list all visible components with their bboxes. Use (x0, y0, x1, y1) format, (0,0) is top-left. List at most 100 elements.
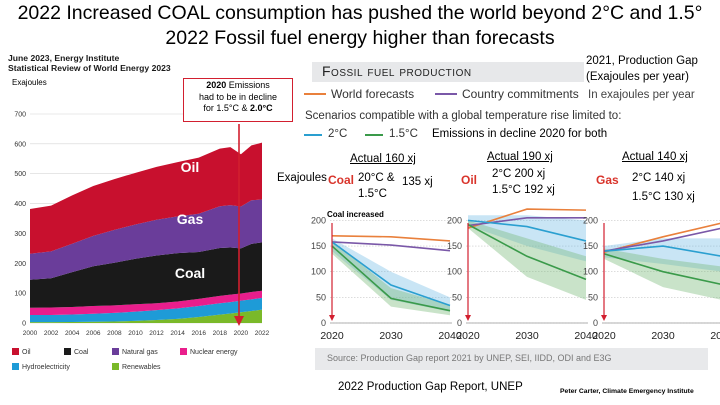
scenario-description: Scenarios compatible with a global tempe… (305, 110, 622, 122)
panel-y-tick: 200 (447, 215, 462, 225)
production-gap-line-2: (Exajoules per year) (586, 71, 689, 83)
line-2c (603, 245, 720, 257)
legend-row-swatches (304, 93, 457, 95)
line-country-commitments (331, 241, 451, 252)
actual-oil-label: Actual 190 xj (487, 151, 553, 163)
production-gap-line-1: 2021, Production Gap (586, 55, 698, 67)
area-x-tick: 2000 (23, 330, 38, 337)
callout-line-3: for 1.5°C & (203, 103, 250, 113)
legend-world-forecasts: World forecasts (331, 87, 415, 101)
bottom-caption: 2022 Production Gap Report, UNEP (338, 381, 523, 393)
band-2c (332, 238, 450, 312)
area-layer-oil (30, 142, 262, 254)
red-2020-arrowhead (465, 315, 471, 321)
left-source-line-1: June 2023, Energy Institute (8, 53, 120, 63)
panel-y-tick: 50 (588, 292, 598, 302)
area-inside-label-oil: Oil (181, 159, 200, 175)
fossil-fuel-header-bar (312, 62, 584, 82)
gas-word: Gas (596, 173, 619, 187)
oil-scenario-chart: 0 50 100 150 200 2020 2030 2040 (447, 208, 598, 342)
source-text: Source: Production Gap report 2021 by UN… (327, 353, 612, 363)
area-x-tick: 2008 (107, 330, 122, 337)
area-x-tick: 2014 (170, 330, 185, 337)
scenario-line-charts: 0 50 100 150 200 2020 2030 2040 0 50 100 150 200 202… (311, 208, 720, 342)
panel-y-tick: 0 (593, 318, 598, 328)
legend-label-natural-gas: Natural gas (122, 349, 158, 356)
legend-swatch-nuclear-energy (180, 348, 187, 355)
area-x-tick: 2018 (213, 330, 228, 337)
panel-x-tick: 2020 (456, 330, 480, 342)
band-15c (604, 248, 720, 300)
legend-swatch-coal (64, 348, 71, 355)
callout-line-3-bold: 2.0°C (250, 103, 273, 113)
legend-swatch-renewables (112, 363, 119, 370)
gas-scenario-note-b: 1.5°C 130 xj (632, 191, 695, 203)
legend-label-hydroelectricity: Hydroelectricity (22, 364, 70, 371)
area-y-tick: 200 (14, 261, 26, 268)
production-gap-line-3: In exajoules per year (588, 89, 695, 101)
panel-x-tick: 2040 (438, 330, 462, 342)
area-layer-nuclear-energy (30, 290, 262, 315)
area-x-tick: 2020 (234, 330, 249, 337)
line-2c (331, 241, 451, 307)
panel-y-tick: 0 (457, 318, 462, 328)
legend-label-renewables: Renewables (122, 364, 161, 371)
legend-label-oil: Oil (22, 349, 31, 356)
slide-title-line-2: 2022 Fossil fuel energy higher than fore… (165, 27, 555, 49)
line-15c (467, 223, 587, 281)
panel-y-tick: 0 (321, 318, 326, 328)
area-y-tick: 0 (22, 321, 26, 328)
slide-title-line-1: 2022 Increased COAL consumption has push… (17, 2, 703, 24)
left-chart-y-unit: Exajoules (12, 78, 47, 87)
legend-swatch-hydroelectricity (12, 363, 19, 370)
area-x-tick: 2006 (86, 330, 101, 337)
legend-country-commitments: Country commitments (462, 87, 579, 101)
area-x-tick: 2002 (44, 330, 59, 337)
callout-arrow-head (234, 316, 244, 326)
panel-y-tick: 200 (311, 215, 326, 225)
area-inside-label-gas: Gas (177, 211, 204, 227)
area-layer-coal (30, 242, 262, 308)
panel-y-tick: 100 (311, 267, 326, 277)
credit-text: Peter Carter, Climate Emergency Institut… (560, 388, 694, 395)
legend-label-coal: Coal (74, 349, 89, 356)
band-15c (332, 240, 450, 316)
panel-x-tick: 2040 (574, 330, 598, 342)
callout-line-2: had to be in decline (198, 91, 278, 102)
line-2c (467, 219, 587, 242)
line-15c (331, 245, 451, 312)
area-layer-hydroelectricity (30, 297, 262, 323)
area-x-tick: 2010 (128, 330, 143, 337)
panel-y-tick: 50 (316, 292, 326, 302)
area-x-tick: 2016 (191, 330, 206, 337)
coal-135-label: 135 xj (402, 176, 433, 188)
callout-line-1: Emissions (226, 80, 270, 90)
line-15c (603, 252, 720, 285)
legend-label-nuclear-energy: Nuclear energy (190, 349, 238, 356)
area-layer-natural-gas (30, 199, 262, 280)
area-inside-label-coal: Coal (175, 265, 205, 281)
area-y-tick: 400 (14, 201, 26, 208)
coal-word: Coal (328, 173, 355, 187)
coal-scenario-note-a: 20°C & (358, 172, 395, 184)
callout-year: 2020 (206, 80, 227, 90)
red-2020-arrowhead (601, 315, 607, 321)
area-x-tick: 2004 (65, 330, 80, 337)
scenario-2c-label: 2°C (328, 128, 348, 140)
area-y-tick: 700 (14, 112, 26, 119)
panel-x-tick: 2040 (710, 330, 720, 342)
panel-y-tick: 50 (452, 292, 462, 302)
legend-swatch-oil (12, 348, 19, 355)
line-country-commitments (603, 227, 720, 252)
gas-scenario-chart: 0 50 100 150 200 2020 2030 2040 (583, 215, 720, 342)
coal-increased-label: Coal increased (327, 210, 384, 219)
area-y-tick: 500 (14, 171, 26, 178)
scenario-15c-label: 1.5°C (389, 128, 418, 140)
actual-gas-label: Actual 140 xj (622, 151, 688, 163)
scenario-swatches (304, 134, 383, 136)
panel-x-tick: 2020 (320, 330, 344, 342)
exajoules-label: Exajoules (277, 172, 327, 184)
area-y-tick: 100 (14, 291, 26, 298)
emissions-decline-note: Emissions in decline 2020 for both (432, 128, 608, 140)
panel-y-tick: 100 (583, 267, 598, 277)
